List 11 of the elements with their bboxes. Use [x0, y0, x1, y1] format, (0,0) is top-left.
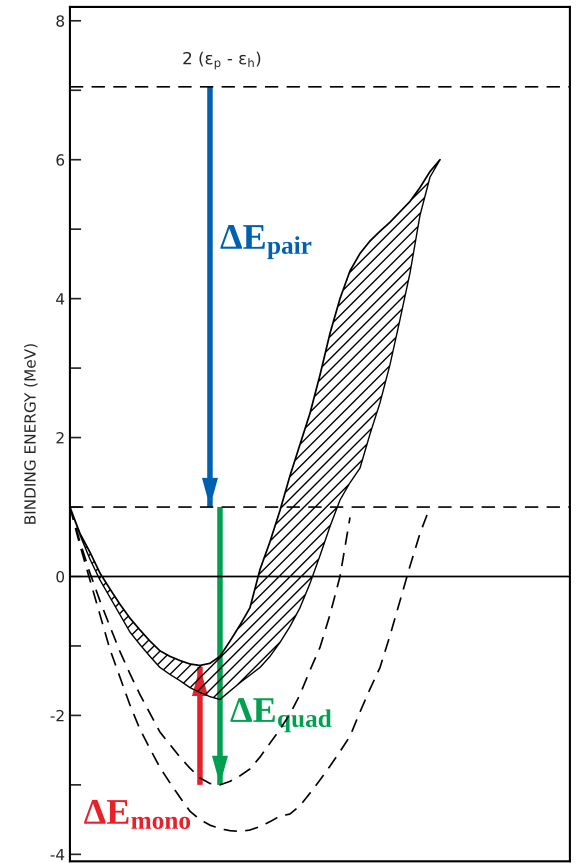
- y-tick-label: 4: [56, 293, 64, 304]
- y-axis-title: BINDING ENERGY (MeV): [24, 344, 38, 524]
- ref-line-label: 2 (ε$_{p}$ - ε$_{h}$): [183, 52, 260, 70]
- y-tick-label: 2: [56, 432, 64, 444]
- annotation: ΔE$_{mono}$: [84, 800, 190, 829]
- y-tick-label: -2: [50, 710, 64, 722]
- y-tick-label: 8: [56, 15, 64, 27]
- y-tick-label: 0: [56, 570, 64, 583]
- y-tick-label: 6: [56, 154, 64, 166]
- y-tick-label: -4: [50, 848, 64, 860]
- annotation: ΔE$_{pair}$: [220, 224, 312, 260]
